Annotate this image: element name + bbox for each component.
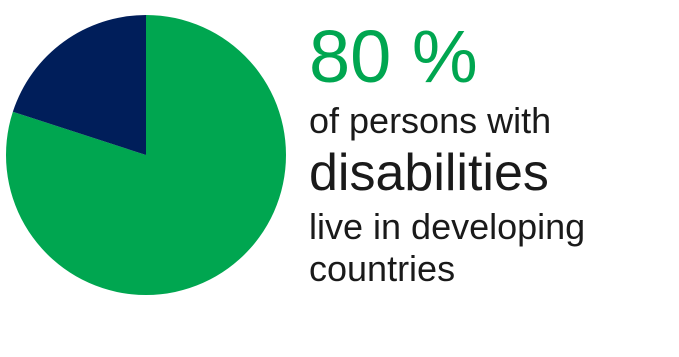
statement-line-3: live in developing	[309, 206, 586, 247]
pie-slice-1	[5, 15, 286, 295]
statement-line-2: disabilities	[309, 144, 549, 202]
pie-chart	[5, 15, 286, 295]
statement-line-4: countries	[309, 248, 456, 289]
headline-percentage: 80 %	[309, 15, 478, 98]
statement-text: 80 % of persons with disabilities live i…	[309, 14, 675, 290]
statement-line-1: of persons with	[309, 100, 552, 141]
pie-slice-2	[12, 15, 146, 155]
